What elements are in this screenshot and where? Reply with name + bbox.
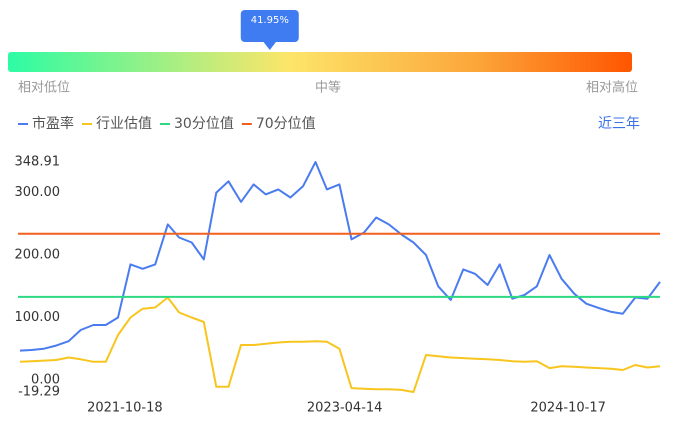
gauge-marker: 41.95% <box>240 10 299 50</box>
y-tick-label: 0.00 <box>31 372 60 387</box>
gauge-bar <box>8 52 632 72</box>
legend: 市盈率 行业估值 30分位值 70分位值 <box>18 115 316 132</box>
gauge-pointer <box>262 41 277 50</box>
x-tick-label: 2021-10-18 <box>87 401 163 416</box>
legend-label: 30分位值 <box>174 116 234 132</box>
gauge-tooltip <box>240 10 299 42</box>
x-tick-label: 2024-10-17 <box>530 401 606 416</box>
y-tick-label: 300.00 <box>15 185 61 200</box>
y-tick-label: -19.29 <box>18 385 60 400</box>
gauge-mid: 中等 <box>315 80 341 96</box>
gauge-high: 相对高位 <box>586 80 638 96</box>
y-tick-label: 200.00 <box>15 248 61 263</box>
y-tick-label: 100.00 <box>15 310 61 325</box>
range-button[interactable]: 近三年 <box>598 116 640 132</box>
legend-label: 70分位值 <box>256 116 316 132</box>
legend-label: 市盈率 <box>32 115 74 132</box>
gauge-value: 41.95% <box>251 15 289 26</box>
legend-label: 行业估值 <box>96 116 152 132</box>
gauge-low: 相对低位 <box>18 81 70 96</box>
series-line <box>19 296 661 393</box>
plot: -19.290.00 100.00 200.00 300.00 348.91 2021-1… <box>15 155 661 416</box>
x-tick-label: 2023-04-14 <box>307 401 383 416</box>
y-tick-label: 348.91 <box>15 155 61 170</box>
series-line <box>19 161 661 352</box>
